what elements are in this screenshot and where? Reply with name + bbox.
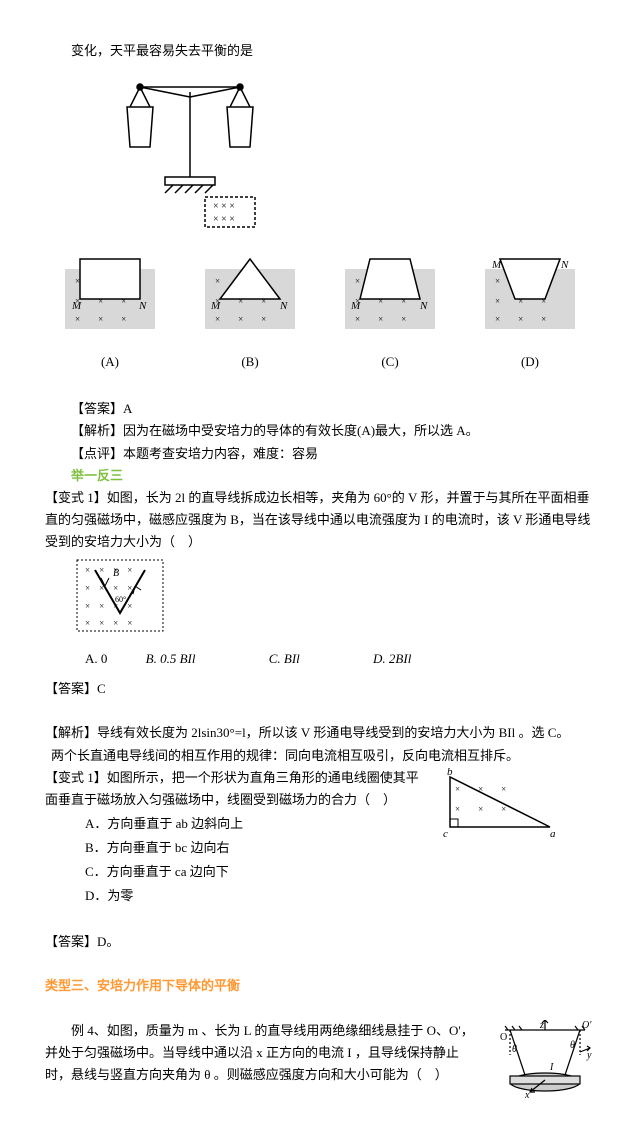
answer-c: 【答案】C <box>45 678 595 700</box>
svg-text:I: I <box>549 1062 554 1073</box>
tri-opt-c: C．方向垂直于 ca 边向下 <box>85 861 595 883</box>
hanging-wire-figure: O O' z y x θ θ I <box>490 1020 595 1107</box>
rule-text: 两个长直通电导线间的相互作用的规律：同向电流相互吸引，反向电流相互排斥。 <box>51 745 595 767</box>
svg-text:× × ×: × × × <box>213 201 235 212</box>
option-a-label: (A) <box>55 351 165 373</box>
svg-text:z: z <box>539 1020 544 1031</box>
v-opt-c: C. BIl <box>269 648 335 670</box>
v-options: A. 0 B. 0.5 BIl C. BIl D. 2BIl <box>85 648 595 670</box>
explain-a: 【解析】因为在磁场中受安培力的导体的有效长度(A)最大，所以选 A。 <box>45 420 595 442</box>
balance-figure: × × × × × × <box>105 72 595 239</box>
svg-text:× × ×: × × × <box>455 804 506 814</box>
svg-text:O': O' <box>582 1020 592 1031</box>
v-opt-a: A. 0 <box>85 648 107 670</box>
section-type3: 类型三、安培力作用下导体的平衡 <box>45 975 595 997</box>
intro-text: 变化，天平最容易失去平衡的是 <box>45 40 595 62</box>
review-a: 【点评】本题考查安培力内容，难度：容易 <box>45 443 595 465</box>
option-b-figure: × × × × × × × × × M N (B) <box>195 254 305 373</box>
svg-text:c: c <box>443 828 448 840</box>
option-a-figure: × × × × × × × × × M N (A) <box>55 254 165 373</box>
svg-text:× × × ×: × × × × <box>85 618 132 628</box>
option-c-figure: × × × × × × × × × M N (C) <box>335 254 445 373</box>
answer-d: 【答案】D。 <box>45 931 595 953</box>
svg-text:N: N <box>279 300 288 312</box>
option-d-label: (D) <box>475 351 585 373</box>
svg-text:× × × ×: × × × × <box>85 565 132 575</box>
svg-text:× × ×: × × × <box>213 214 235 225</box>
svg-text:M: M <box>491 259 502 271</box>
svg-text:× × ×: × × × <box>215 314 266 324</box>
v-opt-b: B. 0.5 BIl <box>146 648 231 670</box>
svg-text:b: b <box>447 767 453 778</box>
svg-text:θ: θ <box>570 1040 575 1051</box>
svg-text:N: N <box>138 300 147 312</box>
option-c-label: (C) <box>335 351 445 373</box>
v-shape-figure: × × × × × × × × × × × × × × × × B 60° <box>75 558 595 640</box>
svg-text:× × ×: × × × <box>355 314 406 324</box>
v-opt-d: D. 2BIl <box>373 648 446 670</box>
svg-text:M: M <box>350 300 361 312</box>
variant1-question: 【变式 1】如图，长为 2l 的直导线拆成边长相等，夹角为 60°的 V 形，并… <box>45 487 595 553</box>
svg-text:B: B <box>113 568 119 579</box>
svg-text:a: a <box>550 828 556 840</box>
explain-c: 【解析】导线有效长度为 2lsin30°=l，所以该 V 形通电导线受到的安培力… <box>45 722 595 744</box>
svg-text:θ: θ <box>512 1044 517 1055</box>
tri-opt-d: D．为零 <box>85 885 595 907</box>
svg-text:× × ×: × × × <box>495 314 546 324</box>
svg-text:N: N <box>560 259 569 271</box>
svg-text:60°: 60° <box>115 595 126 604</box>
svg-text:M: M <box>210 300 221 312</box>
section-juyifansan: 举一反三 <box>45 465 595 487</box>
options-figure-row: × × × × × × × × × M N (A) × × × × × × × … <box>55 254 585 373</box>
option-b-label: (B) <box>195 351 305 373</box>
svg-text:N: N <box>419 300 428 312</box>
answer-a: 【答案】A <box>45 398 595 420</box>
svg-text:× × ×: × × × <box>75 314 126 324</box>
svg-text:M: M <box>71 300 82 312</box>
triangle-figure: × × × × × × b c a <box>435 767 565 849</box>
svg-text:y: y <box>586 1050 592 1061</box>
svg-text:x: x <box>524 1090 530 1100</box>
svg-text:O: O <box>500 1032 507 1043</box>
option-d-figure: × × × × × × × × × M N (D) <box>475 254 585 373</box>
